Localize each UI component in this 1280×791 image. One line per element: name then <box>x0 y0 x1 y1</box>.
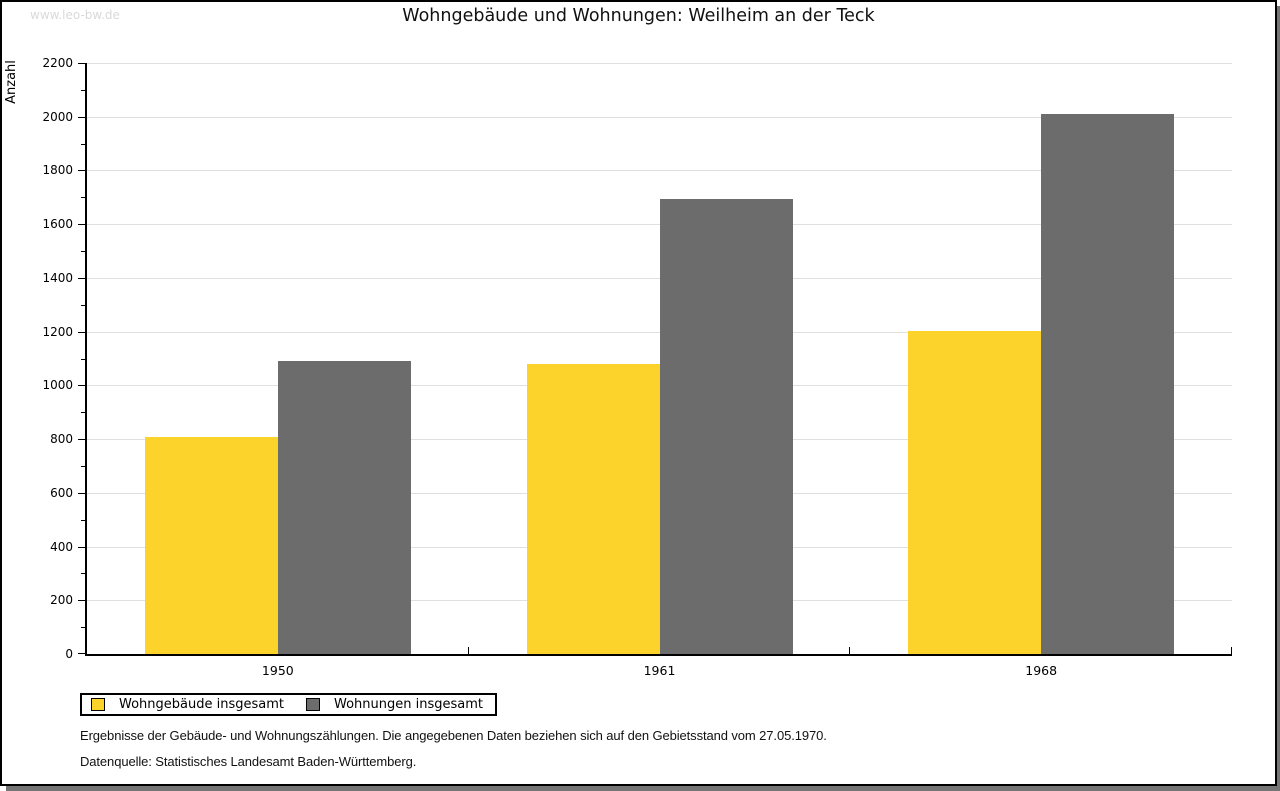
bar-wohnungen-1968 <box>1041 113 1175 654</box>
y-tick-minor <box>81 197 85 199</box>
gridline <box>87 116 1232 118</box>
y-tick-minor <box>81 358 85 360</box>
bar-wohnungen-1950 <box>277 361 411 654</box>
y-tick-minor <box>81 304 85 306</box>
y-tick-major <box>78 439 85 441</box>
y-axis-label: Anzahl <box>4 60 19 104</box>
x-category-label: 1950 <box>261 663 294 678</box>
y-tick-major <box>78 331 85 333</box>
y-tick-minor <box>81 143 85 145</box>
y-tick-major <box>78 385 85 387</box>
y-tick-major <box>78 492 85 494</box>
y-tick-label: 800 <box>50 432 73 447</box>
y-tick-label: 200 <box>50 593 73 608</box>
y-tick-minor <box>81 627 85 629</box>
y-tick-minor <box>81 89 85 91</box>
legend-label: Wohnungen insgesamt <box>334 697 483 712</box>
y-tick-label: 2000 <box>42 109 73 124</box>
plot-area: 0 200 400 600 800 1000 1200 1400 1600 1800 2000 220… <box>42 56 1232 678</box>
y-tick-major <box>78 653 85 654</box>
bar-wohngebaeude-1968 <box>908 331 1042 654</box>
x-category-label: 1961 <box>643 663 676 678</box>
legend-label: Wohngebäude insgesamt <box>119 697 284 712</box>
y-tick-label: 1600 <box>42 217 73 232</box>
x-tick <box>1231 647 1232 654</box>
gridline <box>87 170 1232 172</box>
y-tick-minor <box>81 412 85 414</box>
legend-box: Wohngebäude insgesamt Wohnungen insgesam… <box>80 693 497 716</box>
x-tick <box>849 647 850 654</box>
y-tick-minor <box>81 465 85 467</box>
x-category-label: 1968 <box>1025 663 1058 678</box>
y-tick-major <box>78 277 85 279</box>
legend-item: Wohngebäude insgesamt <box>91 697 284 712</box>
y-tick-label: 400 <box>50 539 73 554</box>
bar-wohnungen-1961 <box>659 198 793 654</box>
y-tick-minor <box>81 519 85 521</box>
y-tick-major <box>78 63 85 64</box>
y-tick-label: 600 <box>50 485 73 500</box>
y-tick-major <box>78 600 85 602</box>
y-tick-major <box>78 170 85 172</box>
bar-wohngebaeude-1961 <box>526 363 660 654</box>
x-tick <box>468 647 469 654</box>
y-tick-label: 1400 <box>42 270 73 285</box>
y-tick-label: 1000 <box>42 378 73 393</box>
y-tick-label: 1800 <box>42 163 73 178</box>
legend-swatch-gray <box>306 698 320 711</box>
bar-wohngebaeude-1950 <box>144 436 278 654</box>
y-tick-major <box>78 224 85 226</box>
y-tick-label: 1200 <box>42 324 73 339</box>
source-note-line2: Datenquelle: Statistisches Landesamt Bad… <box>80 754 417 769</box>
legend-swatch-yellow <box>91 698 105 711</box>
chart-title: Wohngebäude und Wohnungen: Weilheim an d… <box>402 6 875 26</box>
y-tick-minor <box>81 251 85 253</box>
source-note-line1: Ergebnisse der Gebäude- und Wohnungszähl… <box>80 728 827 743</box>
y-tick-major <box>78 116 85 118</box>
y-tick-major <box>78 546 85 548</box>
y-tick-label: 0 <box>65 647 73 661</box>
watermark: www.leo-bw.de <box>30 8 120 22</box>
gridline <box>87 63 1232 64</box>
y-tick-minor <box>81 573 85 575</box>
y-tick-label: 2200 <box>42 56 73 70</box>
legend-item: Wohnungen insgesamt <box>306 697 483 712</box>
